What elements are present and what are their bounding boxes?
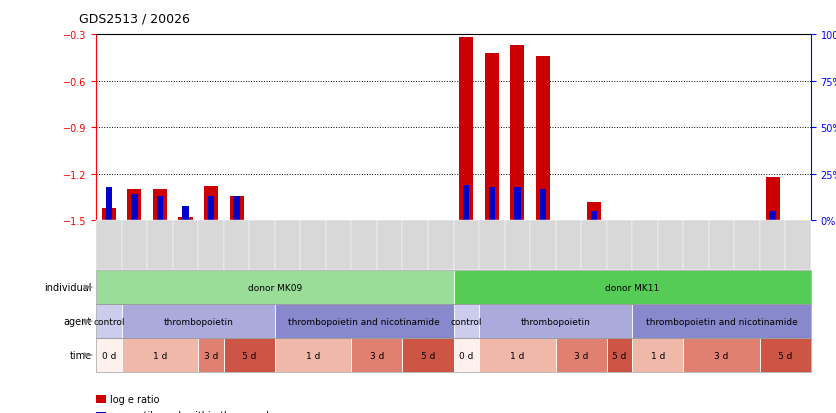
Text: percentile rank within the sample: percentile rank within the sample — [110, 411, 274, 413]
Text: thrombopoietin: thrombopoietin — [521, 317, 590, 326]
Text: thrombopoietin and nicotinamide: thrombopoietin and nicotinamide — [645, 317, 798, 326]
Text: donor MK09: donor MK09 — [247, 283, 302, 292]
Text: log e ratio: log e ratio — [110, 394, 159, 404]
Bar — [182, 206, 189, 221]
Bar — [769, 211, 776, 221]
Text: 3 d: 3 d — [370, 351, 384, 360]
Text: 1 d: 1 d — [306, 351, 320, 360]
Bar — [102, 209, 116, 221]
Text: thrombopoietin: thrombopoietin — [163, 317, 233, 326]
Text: 0 d: 0 d — [459, 351, 473, 360]
Bar — [591, 211, 597, 221]
Text: GDS2513 / 20026: GDS2513 / 20026 — [79, 12, 191, 25]
Text: thrombopoietin and nicotinamide: thrombopoietin and nicotinamide — [288, 317, 440, 326]
Text: 5 d: 5 d — [421, 351, 436, 360]
Text: donor MK11: donor MK11 — [605, 283, 660, 292]
Text: individual: individual — [44, 282, 92, 292]
Bar — [489, 188, 495, 221]
Bar — [459, 38, 473, 221]
Text: 5 d: 5 d — [612, 351, 627, 360]
Bar — [233, 197, 240, 221]
Bar — [510, 46, 524, 221]
Bar — [157, 197, 163, 221]
Text: 1 d: 1 d — [650, 351, 665, 360]
Bar — [153, 190, 167, 221]
Bar — [536, 57, 550, 221]
Text: 5 d: 5 d — [778, 351, 793, 360]
Bar — [131, 195, 138, 221]
Bar — [204, 187, 218, 221]
Text: 1 d: 1 d — [153, 351, 167, 360]
Bar — [208, 197, 214, 221]
Bar — [463, 186, 470, 221]
Text: 5 d: 5 d — [242, 351, 257, 360]
Bar — [514, 188, 521, 221]
Bar — [178, 218, 192, 221]
Bar — [485, 54, 499, 221]
Text: time: time — [70, 350, 92, 360]
Bar — [127, 190, 141, 221]
Text: 1 d: 1 d — [510, 351, 524, 360]
Text: 0 d: 0 d — [102, 351, 116, 360]
Text: control: control — [451, 317, 482, 326]
Text: 3 d: 3 d — [574, 351, 589, 360]
Bar — [540, 189, 546, 221]
Text: 3 d: 3 d — [715, 351, 729, 360]
Bar — [105, 188, 112, 221]
Text: 3 d: 3 d — [204, 351, 218, 360]
Text: control: control — [93, 317, 125, 326]
Bar — [766, 178, 780, 221]
Bar — [230, 196, 243, 221]
Text: agent: agent — [64, 316, 92, 326]
Bar — [587, 202, 601, 221]
